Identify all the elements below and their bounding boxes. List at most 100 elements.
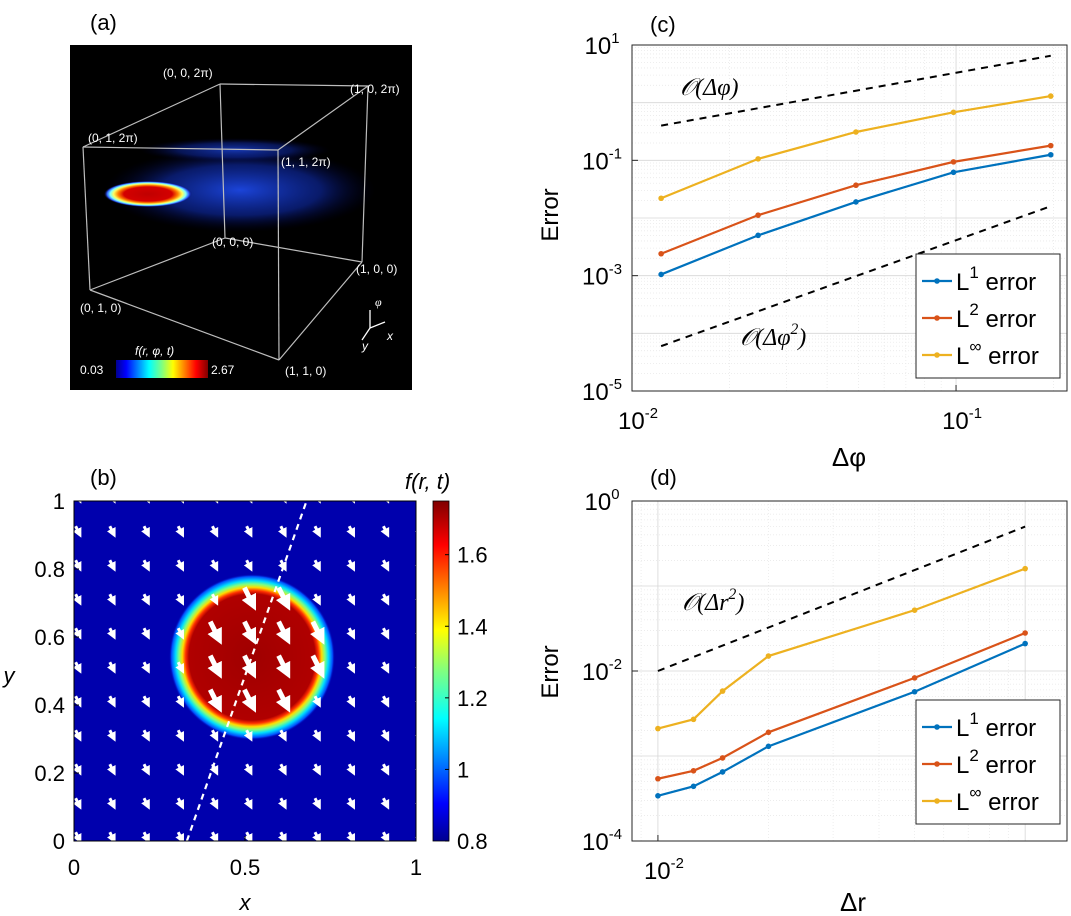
x-axis-label-d: Δr [840, 887, 866, 916]
data-point [950, 169, 957, 176]
reference-label: 𝒪(Δφ2) [740, 321, 806, 351]
data-point [719, 769, 726, 775]
y-tick-label: 0 [53, 829, 65, 854]
colorbar-b [432, 500, 450, 842]
field-arrow [312, 525, 321, 538]
field-arrow [275, 688, 291, 713]
field-arrow [141, 627, 150, 640]
field-arrow [241, 620, 256, 645]
x-tick-label: 0 [68, 855, 80, 880]
field-arrow [175, 763, 184, 776]
x-tick-label: 10-2 [618, 406, 658, 435]
colorbar-tick-label: 1 [457, 757, 469, 782]
field-arrow [380, 501, 390, 504]
data-point [658, 271, 664, 278]
field-arrow [175, 501, 184, 504]
data-point [755, 232, 761, 239]
field-arrow [74, 831, 82, 841]
cube-corner-labels: (0, 0, 2π) (1, 0, 2π) (0, 1, 2π) (1, 1, … [80, 66, 400, 378]
field-arrow [175, 797, 184, 810]
corner-label: (0, 0, 2π) [163, 66, 213, 80]
data-point [1047, 142, 1054, 149]
y-tick-label: 0.4 [34, 693, 65, 718]
data-point [765, 729, 772, 736]
data-point [911, 675, 918, 681]
field-arrow [380, 627, 390, 640]
field-arrow [175, 831, 184, 841]
reference-label: 𝒪(Δφ) [680, 75, 738, 101]
dashed-line [185, 501, 308, 841]
field-arrow [414, 832, 416, 841]
field-arrow [312, 831, 321, 841]
data-point [911, 688, 918, 695]
vector-field [74, 501, 416, 841]
field-arrow [74, 559, 82, 572]
field-arrow [380, 525, 390, 538]
data-point [950, 109, 957, 116]
corner-label: (0, 1, 2π) [88, 131, 138, 145]
field-arrow [414, 594, 416, 606]
data-point [853, 182, 859, 189]
field-arrow [74, 593, 82, 606]
x-tick-label: 10-2 [644, 856, 684, 885]
field-arrow [346, 627, 355, 640]
colorbar-tick-label: 0.8 [457, 829, 488, 854]
panel-c-label: (c) [650, 12, 676, 37]
legend-box [915, 253, 1061, 379]
field-arrow [209, 559, 219, 572]
field-arrow [346, 525, 355, 538]
field-arrow [277, 729, 287, 742]
field-arrow [414, 730, 416, 742]
field-arrow [175, 695, 184, 708]
field-arrow [277, 831, 287, 841]
reference-line [660, 54, 1051, 127]
data-point [853, 199, 859, 205]
legend-label: L2 error [956, 300, 1036, 333]
triad-label-x: x [386, 329, 394, 343]
legend-marker [934, 761, 940, 767]
field-arrow [106, 525, 116, 538]
panel-b-label: (b) [90, 465, 117, 490]
panel-a-label: (a) [90, 10, 117, 35]
field-arrow [380, 593, 390, 606]
field-arrow [346, 763, 355, 776]
legend-marker [934, 278, 940, 284]
data-point [655, 793, 661, 799]
field-arrow [106, 501, 116, 504]
y-tick-label: 0.8 [34, 557, 65, 582]
data-point [765, 653, 772, 659]
y-axis-label-b: y [2, 663, 17, 688]
panel-d: (d) 10-2 10-4 10-2 100 L1 error L2 error L∞ er… [537, 465, 1068, 916]
field-arrow [141, 763, 150, 776]
field-arrow [207, 620, 222, 645]
legend: L1 error L2 error L∞ error [915, 699, 1061, 825]
triad-label-y: y [361, 339, 369, 353]
field-arrow [175, 627, 184, 640]
field-arrow [277, 797, 287, 810]
data-point [655, 725, 661, 732]
panel-b-ticks: 0 0.5 1 0 0.2 0.4 0.6 0.8 1 [34, 489, 422, 880]
field-arrow [346, 559, 355, 572]
field-arrow [74, 661, 82, 674]
field-arrow [243, 525, 253, 538]
field-arrow [414, 628, 416, 640]
colorbar-tick-label: 1.4 [457, 614, 488, 639]
field-arrow [414, 798, 416, 810]
legend: L1 error L2 error L∞ error [915, 253, 1061, 379]
reference-line [657, 525, 1026, 672]
panel-a: (a) (0, 0, 2π) (1, 0, 2π) (0, 1, 2π) (1,… [70, 10, 412, 390]
data-point [1022, 630, 1028, 636]
field-arrow [380, 695, 390, 708]
data-point [1047, 93, 1054, 99]
field-arrow [312, 695, 321, 708]
colorbar-a [116, 360, 208, 378]
volume-hot-spot [104, 181, 192, 207]
field-arrow [74, 525, 82, 538]
field-arrow [243, 831, 253, 841]
plot-frame [631, 44, 1068, 392]
colorbar-a-label: f(r, φ, t) [135, 344, 174, 358]
field-arrow [207, 688, 222, 713]
field-arrow [243, 559, 253, 572]
colorbar-b-label: f(r, t) [405, 469, 450, 494]
